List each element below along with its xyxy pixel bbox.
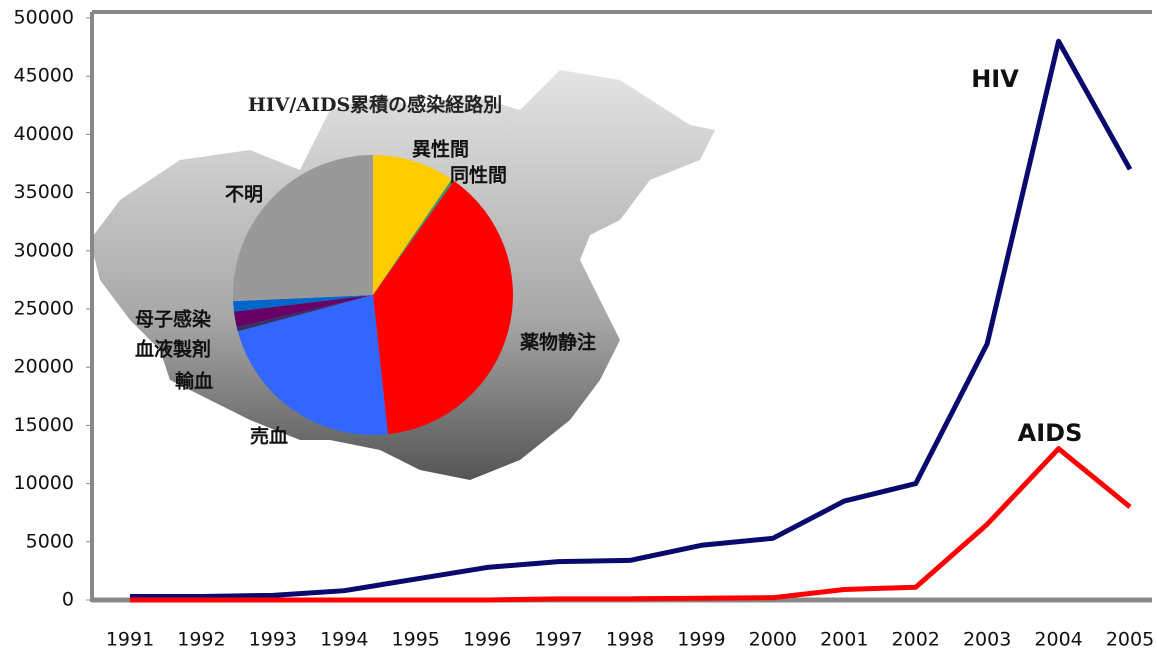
y-tick-label: 0 [62,589,74,611]
x-tick-label: 2001 [820,629,868,651]
slice-label: 不明 [225,184,263,206]
y-tick-label: 15000 [14,414,74,436]
pie-slice [236,295,373,332]
slice-label: 異性間 [412,138,469,161]
y-tick-label: 10000 [14,472,74,494]
x-tick-label: 2004 [1034,629,1082,651]
x-tick-label: 1992 [177,629,225,651]
x-tick-label: 1998 [606,629,654,651]
pie-slice [237,295,388,435]
series-label: AIDS [1018,419,1083,447]
x-tick-label: 1996 [463,629,511,651]
pie-title: HIV/AIDS累積の感染経路別 [248,93,502,116]
slice-label: 輸血 [175,370,213,393]
y-tick-label: 5000 [26,530,74,552]
pie-slice [233,155,373,302]
y-tick-label: 40000 [14,123,74,145]
x-tick-label: 1994 [320,629,368,651]
pie-slice [373,155,452,295]
y-tick-label: 35000 [14,181,74,203]
y-tick-label: 50000 [14,7,74,29]
x-tick-label: 1991 [106,629,154,651]
series-line [130,38,1133,600]
pie-slice [233,295,373,328]
pie-slice [373,180,513,435]
y-tick-label: 20000 [14,356,74,378]
slice-label: 母子感染 [135,308,211,331]
x-tick-label: 1997 [534,629,582,651]
series-label: HIV [971,65,1019,93]
x-tick-label: 1993 [249,629,297,651]
x-tick-label: 2000 [749,629,797,651]
y-tick-label: 45000 [14,65,74,87]
pie-slice [373,179,454,295]
slice-label: 薬物静注 [519,331,596,354]
y-tick-label: 25000 [14,298,74,320]
slice-label: 売血 [250,425,288,448]
x-tick-label: 1995 [392,629,440,651]
y-tick-label: 30000 [14,239,74,261]
slice-label: 同性間 [450,164,507,187]
x-tick-label: 1999 [677,629,725,651]
x-tick-label: 2003 [963,629,1011,651]
pie-slice [233,295,373,312]
x-tick-label: 2002 [892,629,940,651]
slice-label: 血液製剤 [135,338,211,361]
series-line [130,446,1132,603]
x-tick-label: 2005 [1106,629,1154,651]
